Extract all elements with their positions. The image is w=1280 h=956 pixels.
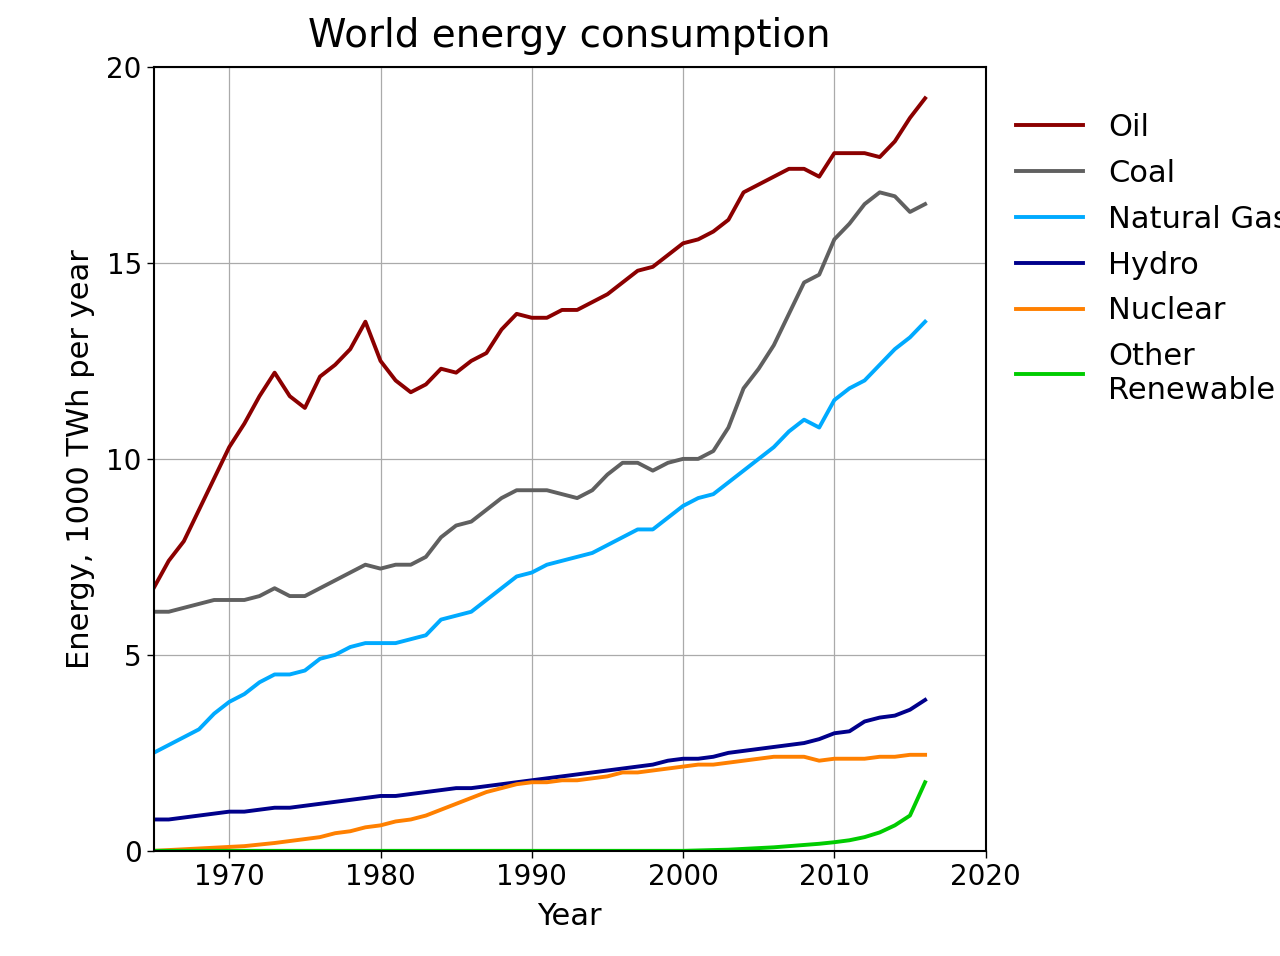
Nuclear: [918, 750, 933, 761]
Other
Renewable: [614, 845, 630, 857]
Line: Hydro: Hydro: [154, 700, 925, 819]
Oil: [918, 93, 933, 104]
Legend: Oil, Coal, Natural Gas, Hydro, Nuclear, Other
Renewable: Oil, Coal, Natural Gas, Hydro, Nuclear, …: [1001, 98, 1280, 420]
Oil: [509, 308, 525, 319]
Line: Coal: Coal: [154, 192, 925, 612]
Oil: [206, 473, 221, 485]
Other
Renewable: [206, 845, 221, 857]
Coal: [509, 485, 525, 496]
Hydro: [614, 763, 630, 774]
Line: Nuclear: Nuclear: [154, 755, 925, 851]
Natural Gas: [509, 571, 525, 582]
Oil: [419, 379, 434, 390]
Coal: [614, 457, 630, 468]
Coal: [645, 465, 660, 476]
Hydro: [509, 776, 525, 788]
Natural Gas: [419, 630, 434, 641]
Y-axis label: Energy, 1000 TWh per year: Energy, 1000 TWh per year: [67, 249, 95, 669]
Oil: [614, 277, 630, 289]
Natural Gas: [645, 524, 660, 535]
Hydro: [645, 759, 660, 771]
Nuclear: [509, 778, 525, 790]
Hydro: [419, 786, 434, 797]
Hydro: [918, 694, 933, 706]
Nuclear: [902, 750, 918, 761]
Line: Other
Renewable: Other Renewable: [154, 782, 925, 851]
Other
Renewable: [856, 832, 872, 843]
Natural Gas: [614, 532, 630, 543]
Line: Natural Gas: Natural Gas: [154, 321, 925, 753]
Nuclear: [146, 845, 161, 857]
Natural Gas: [146, 748, 161, 759]
Natural Gas: [206, 707, 221, 719]
Other
Renewable: [645, 845, 660, 857]
Title: World energy consumption: World energy consumption: [308, 17, 831, 55]
Hydro: [856, 716, 872, 728]
Coal: [146, 606, 161, 618]
Other
Renewable: [146, 845, 161, 857]
Coal: [206, 595, 221, 606]
Nuclear: [614, 767, 630, 778]
Oil: [856, 147, 872, 159]
Oil: [146, 582, 161, 594]
Nuclear: [206, 842, 221, 854]
Other
Renewable: [918, 776, 933, 788]
Coal: [918, 199, 933, 210]
Coal: [419, 551, 434, 562]
Natural Gas: [856, 375, 872, 386]
Coal: [856, 199, 872, 210]
Hydro: [146, 814, 161, 825]
Coal: [872, 186, 887, 198]
Nuclear: [419, 810, 434, 821]
Nuclear: [645, 765, 660, 776]
Nuclear: [856, 753, 872, 765]
Other
Renewable: [419, 845, 434, 857]
Natural Gas: [918, 315, 933, 327]
Hydro: [206, 808, 221, 819]
X-axis label: Year: Year: [538, 902, 602, 931]
Line: Oil: Oil: [154, 98, 925, 588]
Oil: [645, 261, 660, 272]
Other
Renewable: [509, 845, 525, 857]
